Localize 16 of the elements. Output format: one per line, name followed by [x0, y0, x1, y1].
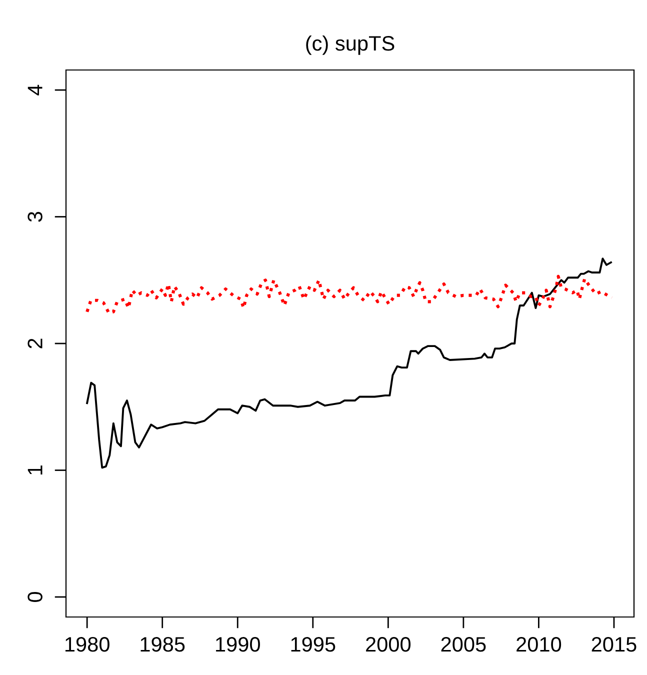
line-series [86, 274, 614, 315]
x-tick-label: 1995 [291, 636, 336, 652]
y-tick-label: 0 [28, 592, 42, 602]
x-tick-label: 2010 [516, 636, 562, 652]
x-tick-label: 1990 [216, 636, 260, 652]
y-tick-label: 3 [28, 212, 42, 222]
y-tick-label: 2 [28, 338, 42, 348]
x-tick-label: 2015 [592, 636, 636, 652]
y-tick-label: 1 [28, 465, 42, 474]
y-tick-label: 4 [28, 84, 42, 96]
line-series [86, 258, 612, 469]
x-tick-label: 1980 [65, 636, 110, 652]
x-tick-label: 2005 [441, 636, 486, 652]
chart-title: (c) supTS [306, 35, 394, 55]
x-tick-label: 1985 [140, 636, 185, 652]
x-tick-label: 2000 [366, 636, 411, 652]
